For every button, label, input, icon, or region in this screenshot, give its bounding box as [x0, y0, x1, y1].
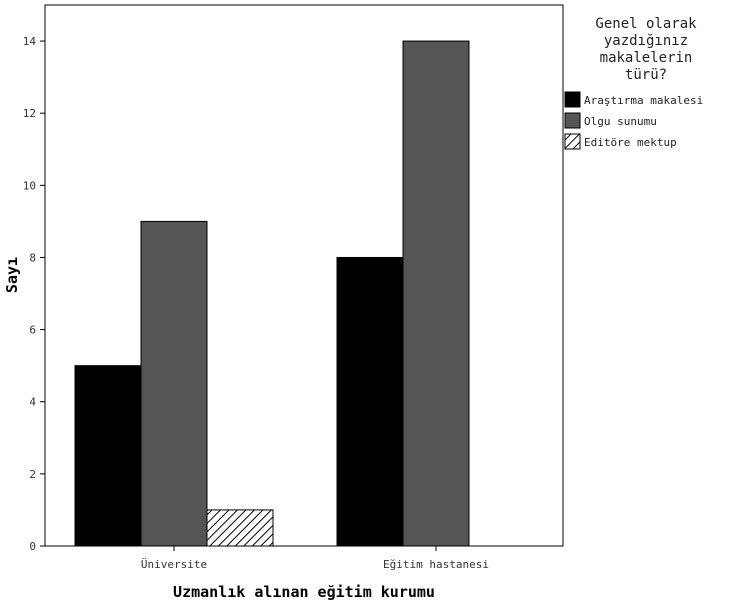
y-tick-label: 0	[29, 540, 36, 553]
y-tick-label: 2	[29, 468, 36, 481]
legend-title-line-4: türü?	[625, 67, 667, 83]
bar-1-1	[402, 40, 470, 547]
legend-label-olgu: Olgu sunumu	[584, 115, 657, 128]
legend-title-line-2: yazdığınız	[604, 33, 688, 49]
legend-swatch-olgu	[564, 112, 581, 129]
bars	[74, 40, 470, 547]
x-ticks: Üniversite Eğitim hastanesi	[141, 546, 489, 571]
y-tick-label: 10	[23, 179, 36, 192]
y-ticks: 0 2 4 6 8 10 12 14	[23, 35, 45, 553]
bar-0-1	[140, 220, 208, 547]
x-tick-label: Üniversite	[141, 558, 207, 571]
legend-swatch-editore	[564, 133, 581, 150]
legend-label-arastirma: Araştırma makalesi	[584, 94, 703, 107]
legend-title-line-1: Genel olarak	[595, 16, 697, 32]
bar-0-0	[74, 365, 142, 547]
legend-label-editore: Editöre mektup	[584, 136, 677, 149]
bar-0-2	[206, 509, 274, 547]
y-tick-label: 8	[29, 251, 36, 264]
y-tick-label: 12	[23, 107, 36, 120]
y-tick-label: 4	[29, 396, 36, 409]
y-tick-label: 14	[23, 35, 37, 48]
legend-swatch-arastirma	[564, 91, 581, 108]
y-axis-label: Sayı	[3, 257, 21, 293]
y-tick-label: 6	[29, 324, 36, 337]
bar-1-0	[336, 256, 404, 547]
x-axis-label: Uzmanlık alınan eğitim kurumu	[173, 583, 435, 601]
x-tick-label: Eğitim hastanesi	[383, 558, 489, 571]
legend: Genel olarak yazdığınız makalelerin türü…	[564, 16, 703, 150]
legend-title-line-3: makalelerin	[600, 50, 693, 66]
